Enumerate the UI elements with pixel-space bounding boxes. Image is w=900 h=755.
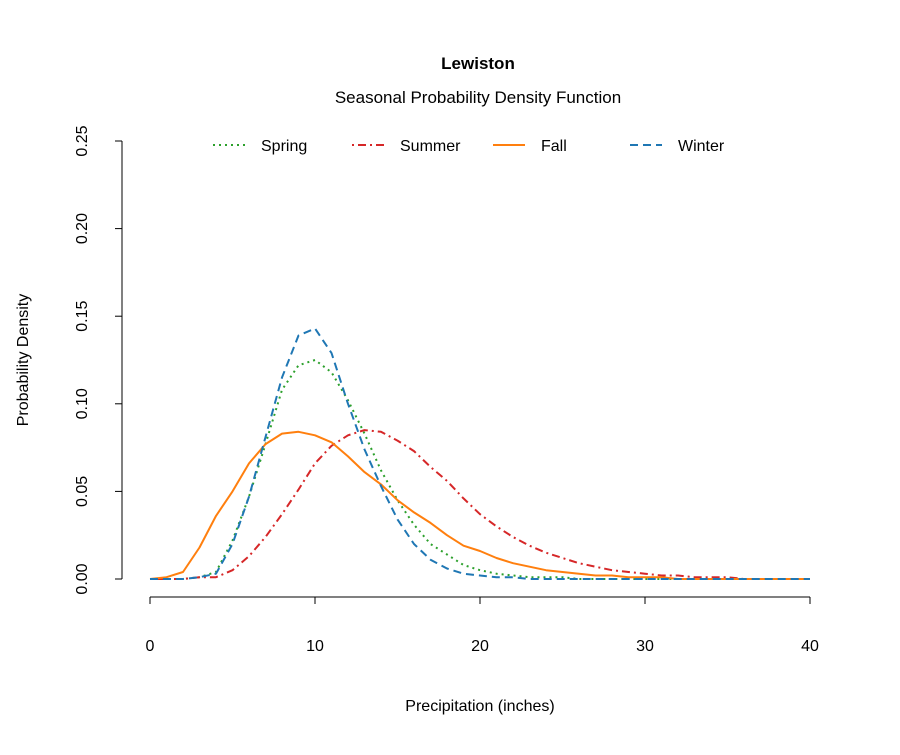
legend-label-winter: Winter: [678, 138, 725, 155]
legend-label-spring: Spring: [261, 138, 307, 155]
y-tick-label: 0.00: [74, 563, 91, 594]
series-line-fall: [149, 430, 810, 580]
legend: Spring Summer Fall Winter: [213, 138, 725, 155]
y-tick-label: 0.15: [74, 301, 91, 332]
x-tick-label: 40: [801, 638, 819, 655]
x-tick-label: 20: [471, 638, 489, 655]
x-tick-label: 0: [146, 638, 155, 655]
axes: 0 10 20 30 40 0.00 0.05 0.10 0.15 0.20 0.25: [74, 125, 819, 655]
chart-subtitle: Seasonal Probability Density Function: [335, 88, 621, 107]
legend-label-summer: Summer: [400, 138, 461, 155]
y-tick-label: 0.20: [74, 213, 91, 244]
chart-title: Lewiston: [441, 54, 515, 73]
y-tick-label: 0.10: [74, 388, 91, 419]
legend-label-fall: Fall: [541, 138, 567, 155]
x-tick-label: 30: [636, 638, 654, 655]
y-axis-label: Probability Density: [15, 294, 32, 427]
y-tick-label: 0.05: [74, 476, 91, 507]
x-tick-label: 10: [306, 638, 324, 655]
series-line-winter: [150, 327, 810, 580]
x-axis-label: Precipitation (inches): [405, 698, 554, 715]
y-tick-label: 0.25: [74, 125, 91, 156]
series-lines: [149, 327, 810, 580]
series-line-spring: [150, 359, 810, 580]
series-line-summer: [150, 429, 810, 580]
